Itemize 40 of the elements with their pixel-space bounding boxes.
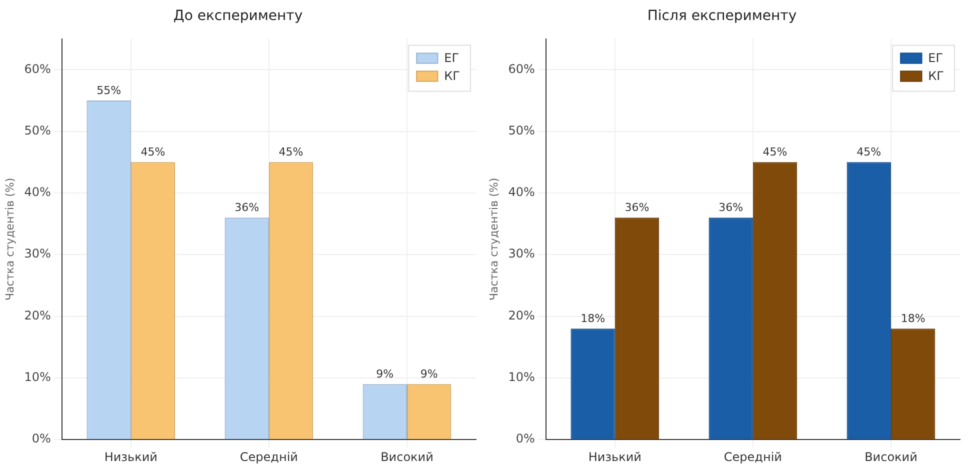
- data-label: 9%: [376, 367, 394, 380]
- y-axis-title: Частка студентів (%): [3, 178, 16, 301]
- legend-label: КГ: [928, 68, 944, 83]
- y-tick-label: 50%: [24, 123, 51, 138]
- x-tick-label: Високий: [380, 450, 434, 464]
- y-tick-label: 0%: [32, 432, 51, 446]
- data-label: 45%: [278, 145, 304, 158]
- chart-title: До експерименту: [173, 8, 303, 24]
- data-label: 55%: [96, 84, 122, 97]
- y-tick-label: 20%: [24, 308, 51, 322]
- x-tick-label: Високий: [864, 450, 918, 464]
- data-label: 18%: [580, 312, 606, 325]
- x-tick-label: Середній: [240, 450, 298, 464]
- legend-label: ЕГ: [928, 50, 944, 65]
- y-tick-label: 30%: [508, 246, 535, 261]
- x-tick-label: Низький: [104, 450, 158, 464]
- y-tick-label: 10%: [508, 370, 535, 384]
- y-tick-label: 10%: [24, 370, 51, 384]
- legend-label: ЕГ: [444, 50, 460, 65]
- legend-label: КГ: [444, 68, 460, 83]
- chart-title: Після експерименту: [647, 8, 797, 24]
- y-tick-label: 60%: [508, 62, 535, 76]
- data-label: 18%: [900, 312, 926, 325]
- y-tick-label: 30%: [24, 246, 51, 261]
- data-label: 36%: [718, 200, 744, 214]
- x-tick-label: Середній: [724, 450, 782, 464]
- y-tick-label: 40%: [24, 185, 51, 200]
- y-tick-label: 60%: [24, 62, 51, 76]
- y-tick-label: 50%: [508, 123, 535, 138]
- data-label: 45%: [856, 145, 882, 158]
- y-tick-label: 20%: [508, 308, 535, 322]
- y-axis-title: Частка студентів (%): [487, 178, 500, 301]
- data-label: 45%: [762, 145, 788, 158]
- y-tick-label: 40%: [508, 185, 535, 200]
- y-tick-label: 0%: [516, 432, 535, 446]
- x-tick-label: Низький: [588, 450, 642, 464]
- data-label: 45%: [140, 145, 166, 158]
- data-label: 36%: [624, 200, 650, 214]
- data-label: 36%: [234, 200, 260, 214]
- data-label: 9%: [420, 367, 438, 380]
